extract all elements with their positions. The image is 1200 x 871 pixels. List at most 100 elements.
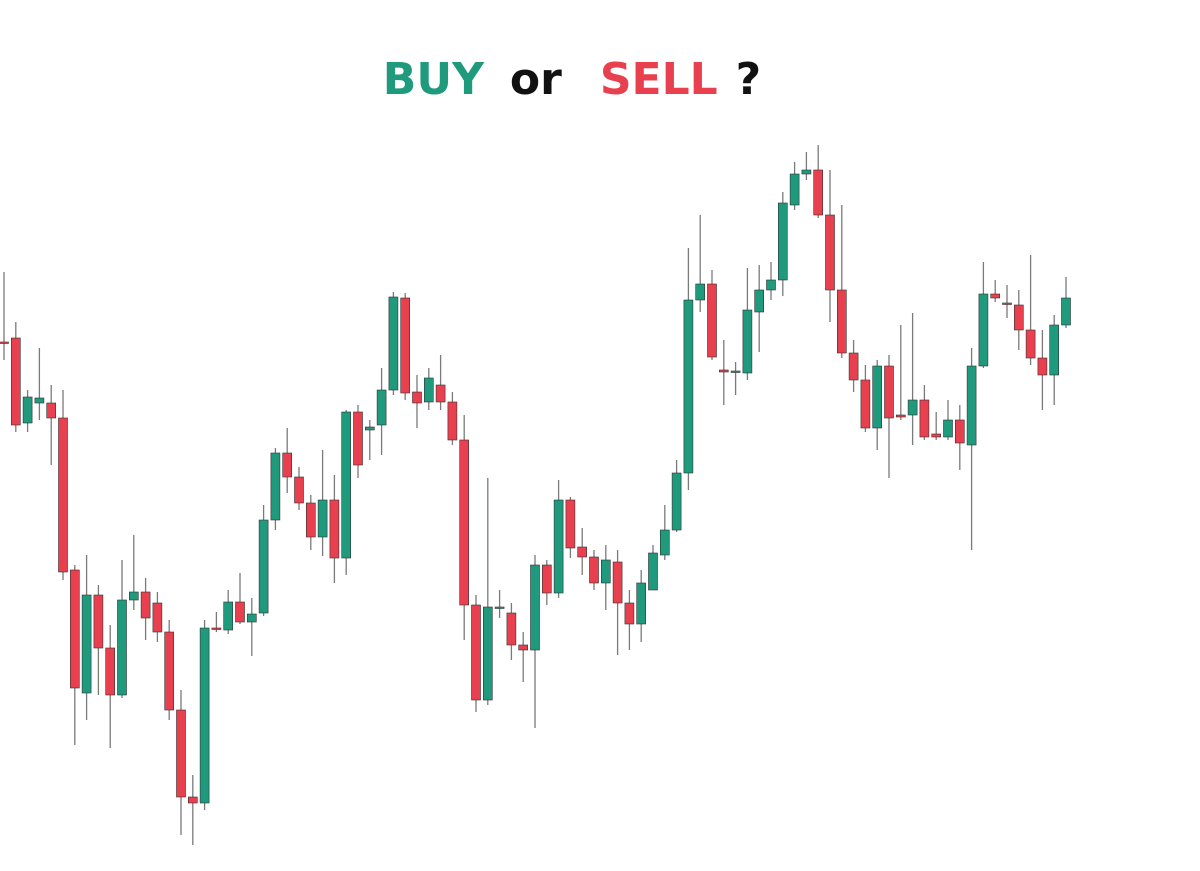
candle xyxy=(188,775,198,845)
candle xyxy=(518,632,529,682)
candle xyxy=(58,390,68,580)
candle-body xyxy=(376,389,387,426)
candle xyxy=(0,272,9,360)
candle xyxy=(954,405,965,470)
candle-body xyxy=(46,402,57,419)
candle xyxy=(81,555,92,720)
candle xyxy=(884,355,894,478)
candle xyxy=(931,412,942,440)
candle-body xyxy=(270,452,281,521)
candle xyxy=(435,355,446,410)
candle xyxy=(730,362,741,395)
candle-body xyxy=(388,296,399,391)
candle-body xyxy=(188,796,198,804)
candle-body xyxy=(659,529,670,556)
candle-body xyxy=(872,365,883,429)
candle-body xyxy=(0,341,9,344)
candle-body xyxy=(506,612,517,646)
candle-body xyxy=(553,499,564,594)
candle-body xyxy=(129,591,139,601)
candle xyxy=(471,595,481,712)
candle xyxy=(459,415,470,640)
title-part: SELL xyxy=(600,54,718,105)
candle-body xyxy=(58,417,68,573)
candle xyxy=(317,450,328,556)
candle-body xyxy=(636,582,647,625)
candle-body xyxy=(777,202,788,281)
candle-body xyxy=(400,297,411,394)
candle-body xyxy=(530,564,540,651)
candle-body xyxy=(589,556,599,584)
candle-body xyxy=(435,384,446,403)
candle xyxy=(1002,285,1012,318)
candle-body xyxy=(93,594,104,649)
candle xyxy=(836,205,847,358)
candle xyxy=(872,360,883,450)
candle-body xyxy=(22,396,33,424)
candle-body xyxy=(1025,329,1036,359)
candle-body xyxy=(223,601,233,631)
candle-body xyxy=(730,370,741,373)
candle xyxy=(46,385,57,465)
candle xyxy=(506,603,517,660)
candle xyxy=(742,268,753,380)
candle-body xyxy=(364,426,375,431)
candle xyxy=(978,262,989,368)
candle-body xyxy=(494,606,505,609)
candle-body xyxy=(1002,302,1012,305)
candle xyxy=(671,460,682,532)
candle-body xyxy=(447,401,458,441)
candle xyxy=(364,420,375,460)
candle-body xyxy=(789,173,800,206)
candle-body xyxy=(836,289,847,354)
candle xyxy=(825,170,835,322)
candle-body xyxy=(329,499,340,559)
candle xyxy=(589,550,599,590)
candle-body xyxy=(235,601,245,623)
candle-body xyxy=(34,397,45,404)
candle-body xyxy=(459,439,470,606)
candle xyxy=(447,392,458,445)
candle-body xyxy=(954,419,965,444)
candle-body xyxy=(1061,297,1071,326)
candle xyxy=(943,400,953,440)
candle xyxy=(907,313,918,445)
candle xyxy=(895,325,906,420)
candle-body xyxy=(718,369,729,373)
candle-body xyxy=(423,377,434,403)
candle-body xyxy=(412,391,422,404)
candle-body xyxy=(140,591,151,619)
candle xyxy=(199,620,210,810)
candle-body xyxy=(966,365,977,446)
candle xyxy=(990,280,1001,302)
candle-body xyxy=(518,644,529,651)
candle-body xyxy=(624,602,635,625)
candle-body xyxy=(294,476,304,504)
candle-body xyxy=(990,293,1001,299)
candle-body xyxy=(612,561,623,604)
candle-body xyxy=(754,289,765,313)
candle-body xyxy=(176,709,186,798)
candle-body xyxy=(813,169,824,216)
candle xyxy=(1037,330,1048,410)
candle-body xyxy=(117,599,127,696)
candle-body xyxy=(317,499,328,538)
candle xyxy=(388,292,399,395)
candle xyxy=(353,405,363,478)
candle xyxy=(117,560,127,698)
candle-body xyxy=(742,309,753,374)
candle xyxy=(258,505,269,616)
candle-body xyxy=(683,299,694,474)
candle-body xyxy=(801,169,812,175)
candle xyxy=(1061,277,1071,328)
candle-body xyxy=(1037,357,1048,376)
candle-body xyxy=(471,604,481,701)
candle-body xyxy=(848,352,859,381)
candle xyxy=(341,410,352,575)
candle-body xyxy=(199,627,210,804)
candle xyxy=(754,265,765,352)
candle-body xyxy=(907,399,918,416)
candle-body xyxy=(943,419,953,438)
candle xyxy=(412,375,422,428)
